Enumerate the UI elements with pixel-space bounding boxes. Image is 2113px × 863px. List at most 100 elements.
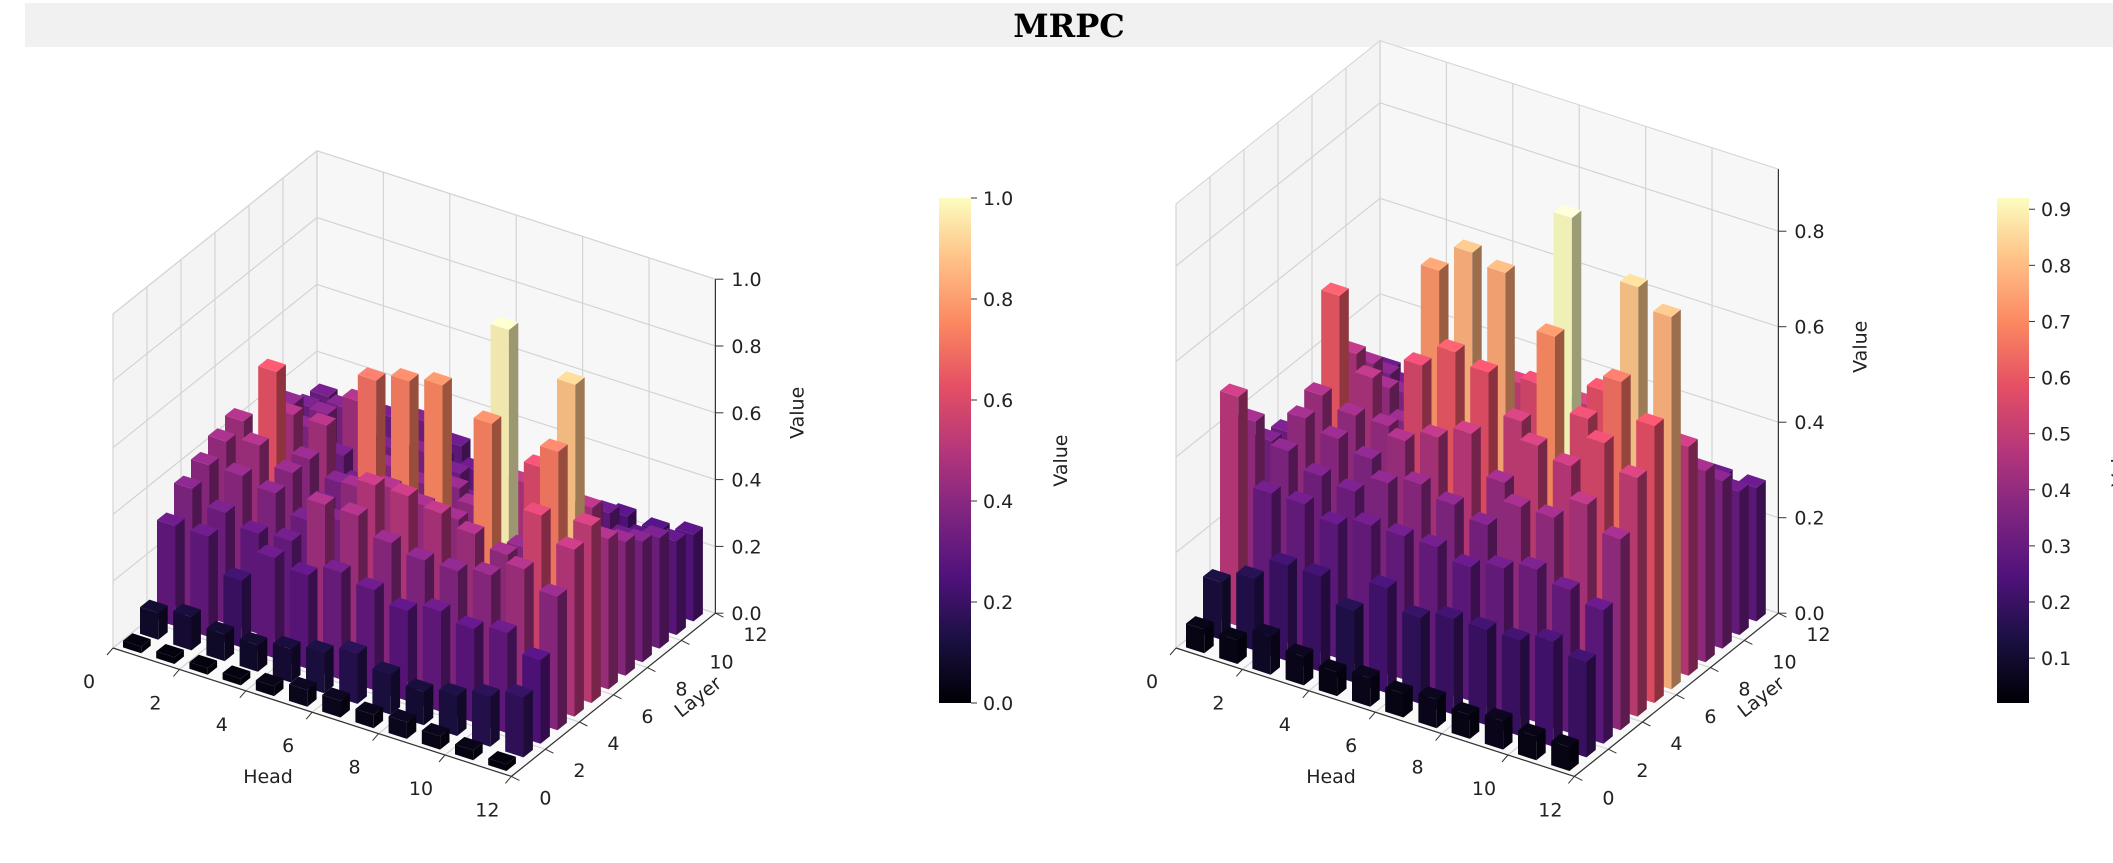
bar-top-face	[1518, 556, 1547, 570]
x-axis-label: Head	[243, 766, 293, 788]
bar-front-face	[156, 651, 175, 664]
bar-side-face	[357, 646, 367, 704]
bar-side-face	[1287, 558, 1297, 662]
colorbar-tick-label: 1.0	[983, 188, 1013, 210]
bar-top-face	[257, 480, 286, 494]
z-tick-label: 0.4	[731, 470, 761, 492]
bar-top-face	[1354, 364, 1382, 379]
bar-top-face	[456, 520, 485, 535]
bar-front-face	[1501, 634, 1521, 736]
bar-top-face	[224, 462, 252, 476]
bar-top-face	[424, 372, 452, 386]
bar-top-face	[256, 544, 285, 558]
bar-top-face	[1386, 523, 1414, 537]
bar-top-face	[1402, 604, 1430, 618]
bar-front-face	[1285, 650, 1304, 686]
colorbar-tick-label: 0.5	[2041, 424, 2071, 446]
bar-top-face	[1551, 733, 1579, 748]
bar-front-face	[1352, 672, 1371, 707]
y-tick-mark	[647, 667, 656, 673]
colorbar-tick-label: 0.1	[2041, 648, 2071, 670]
bar-top-face	[1552, 452, 1581, 466]
y-tick-mark	[545, 748, 554, 754]
bar-top-face	[289, 562, 318, 576]
bar	[1252, 623, 1280, 675]
bar-side-face	[457, 688, 467, 736]
bar-side-face	[141, 639, 151, 654]
bar-top-face	[1620, 273, 1648, 288]
bar-top-face	[173, 603, 201, 617]
x-tick-mark	[305, 711, 313, 720]
bar-top-face	[156, 644, 184, 658]
bar-side-face	[1403, 686, 1413, 718]
bar-side-face	[274, 550, 285, 659]
x-tick-label: 12	[1538, 799, 1562, 821]
bar-top-face	[675, 521, 703, 535]
x-tick-label: 0	[1146, 671, 1158, 693]
bar-top-face	[422, 598, 451, 612]
bar	[1335, 597, 1364, 683]
bar-front-face	[488, 758, 507, 771]
bar-top-face	[1518, 723, 1546, 737]
bar-front-face	[140, 607, 159, 640]
colorbar-label: Value	[1050, 435, 1072, 487]
bar-front-face	[1535, 635, 1554, 747]
bar-top-face	[388, 708, 417, 723]
colorbar-tick-label: 0.6	[2041, 368, 2071, 390]
bar	[1418, 686, 1446, 729]
bar-side-face	[659, 530, 669, 649]
bar-top-face	[391, 368, 419, 382]
bars	[1186, 204, 1766, 771]
bar	[156, 644, 184, 664]
bar-top-face	[624, 528, 652, 542]
bar-top-face	[306, 491, 335, 505]
bar-top-face	[490, 316, 519, 330]
bar-top-face	[1385, 680, 1413, 694]
bar	[1352, 664, 1380, 707]
bar-top-face	[1269, 552, 1297, 566]
bar	[1435, 605, 1463, 715]
colorbar-tick-label: 0.8	[2041, 255, 2071, 277]
bar-top-face	[1619, 464, 1647, 478]
bar-top-face	[1569, 405, 1598, 419]
bar-side-face	[440, 728, 450, 750]
bar-top-face	[1535, 504, 1564, 518]
bar-top-face	[1468, 616, 1497, 630]
z-tick-label: 0.8	[1794, 221, 1824, 243]
bar-top-face	[522, 646, 550, 661]
bar-top-face	[423, 500, 452, 514]
bar-side-face	[676, 534, 686, 635]
bar-front-face	[455, 744, 474, 761]
bar-top-face	[539, 583, 567, 597]
y-tick-mark	[579, 721, 588, 727]
bar-top-face	[191, 451, 219, 466]
bar	[488, 751, 516, 771]
bar-front-face	[1468, 623, 1487, 726]
z-tick-label: 0.4	[1794, 412, 1824, 434]
bar-front-face	[1551, 741, 1570, 771]
bar-side-face	[1654, 418, 1664, 703]
bar	[1385, 680, 1413, 718]
bar-side-face	[1722, 474, 1732, 649]
bar-side-face	[1204, 621, 1214, 654]
x-tick-label: 2	[149, 692, 161, 714]
bar	[372, 661, 401, 715]
bar-side-face	[1520, 633, 1530, 736]
bar-side-face	[693, 527, 703, 622]
bar-top-face	[523, 502, 551, 516]
colorbar-tick-label: 0.6	[983, 390, 1013, 412]
bar-front-face	[256, 552, 275, 659]
colorbar-tick-label: 0.9	[2041, 199, 2071, 221]
bar-side-face	[1320, 568, 1331, 672]
bar-side-face	[506, 756, 516, 771]
bar-top-face	[255, 672, 284, 687]
bar-front-face	[222, 672, 241, 686]
z-axis-label: Value	[786, 387, 808, 439]
bar-top-face	[1252, 623, 1280, 637]
bar-top-face	[1552, 576, 1580, 590]
bar-top-face	[1585, 596, 1613, 611]
bar-top-face	[208, 428, 236, 442]
figure-title-bar: MRPC	[25, 3, 2113, 47]
bar-top-face	[642, 517, 670, 531]
